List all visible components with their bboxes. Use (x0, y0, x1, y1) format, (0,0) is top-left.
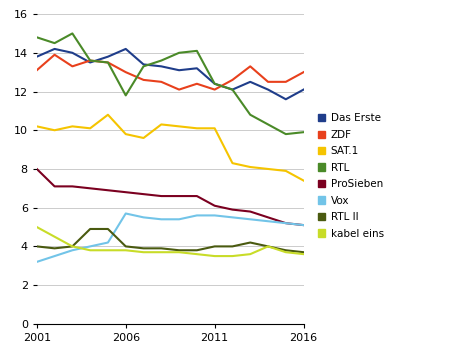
Legend: Das Erste, ZDF, SAT.1, RTL, ProSieben, Vox, RTL II, kabel eins: Das Erste, ZDF, SAT.1, RTL, ProSieben, V… (317, 113, 383, 239)
